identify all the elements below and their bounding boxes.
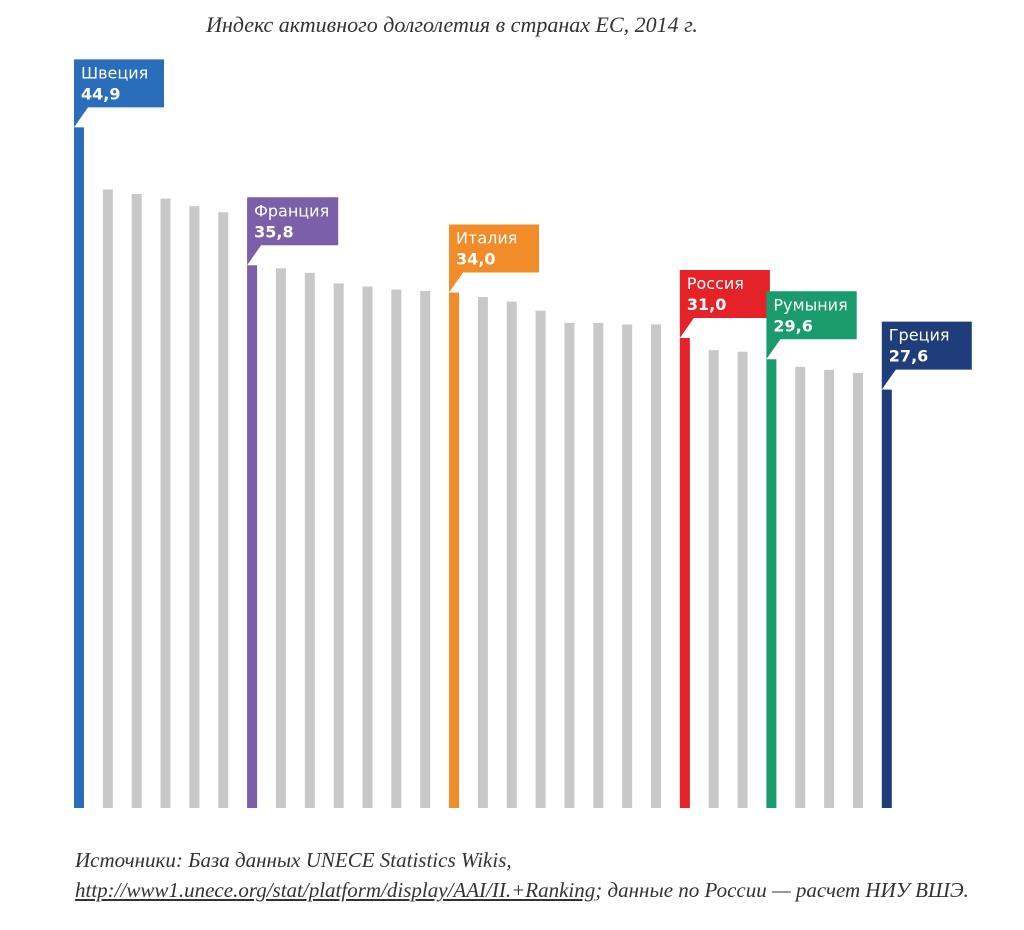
callout-Россия: Россия 31,0 <box>679 270 770 339</box>
bar <box>795 366 806 808</box>
callout-country-label: Греция <box>889 326 950 345</box>
bar <box>535 310 546 808</box>
bar <box>189 206 200 808</box>
bar <box>564 322 575 808</box>
callout-value-label: 44,9 <box>81 84 120 103</box>
bar <box>708 350 719 808</box>
bar <box>651 324 661 808</box>
bar <box>852 372 863 808</box>
callout-value-label: 34,0 <box>456 250 495 269</box>
callout-country-label: Франция <box>254 201 329 220</box>
bar-Италия <box>449 292 460 808</box>
bar <box>218 212 229 808</box>
callout-country-label: Румыния <box>773 295 847 314</box>
bar <box>477 297 488 808</box>
callout-Румыния: Румыния 29,6 <box>766 291 857 360</box>
source-link[interactable]: http://www1.unece.org/stat/platform/disp… <box>75 878 596 902</box>
bar <box>275 268 286 808</box>
bar-Россия <box>679 338 690 808</box>
bar <box>391 289 402 808</box>
callout-box <box>449 224 540 293</box>
callout-value-label: 35,8 <box>254 222 293 241</box>
bar <box>362 286 373 808</box>
callout-box <box>766 291 857 360</box>
bars-layer <box>74 127 892 809</box>
bar <box>824 369 835 808</box>
bar-Франция <box>247 265 258 808</box>
bar-chart: Швеция 44,9 Франция 35,8 Италия 34,0 Россия 31,… <box>74 59 972 809</box>
callout-country-label: Швеция <box>81 63 148 82</box>
bar <box>593 322 604 808</box>
callout-value-label: 27,6 <box>889 347 928 366</box>
source-prefix: Источники: База данных UNECE Statistics … <box>75 848 512 872</box>
chart-title: Индекс активного долголетия в странах ЕС… <box>206 12 698 37</box>
callout-Франция: Франция 35,8 <box>247 197 339 266</box>
callout-value-label: 29,6 <box>773 316 812 335</box>
callout-country-label: Италия <box>456 229 517 248</box>
bar <box>304 272 315 809</box>
bar-Румыния <box>766 359 777 808</box>
bar <box>506 301 517 808</box>
callout-country-label: Россия <box>687 274 744 293</box>
bar <box>622 324 633 808</box>
callout-box <box>881 321 972 390</box>
callout-Греция: Греция 27,6 <box>881 321 972 390</box>
bar-Греция <box>881 389 892 808</box>
callout-value-label: 31,0 <box>687 295 726 314</box>
bar <box>737 351 748 808</box>
bar <box>102 189 113 809</box>
bar <box>131 194 142 808</box>
bar-Швеция <box>74 127 84 808</box>
callout-Швеция: Швеция 44,9 <box>74 59 164 128</box>
callout-Италия: Италия 34,0 <box>449 224 540 293</box>
callouts-layer: Швеция 44,9 Франция 35,8 Италия 34,0 Россия 31,… <box>74 59 972 390</box>
callout-box <box>247 197 339 266</box>
callout-box <box>679 270 770 339</box>
source-note: Источники: База данных UNECE Statistics … <box>75 845 975 905</box>
bar <box>160 198 171 808</box>
bar <box>333 283 344 809</box>
callout-box <box>74 59 164 128</box>
source-suffix: ; данные по России — расчет НИУ ВШЭ. <box>595 878 969 902</box>
bar <box>420 291 431 808</box>
